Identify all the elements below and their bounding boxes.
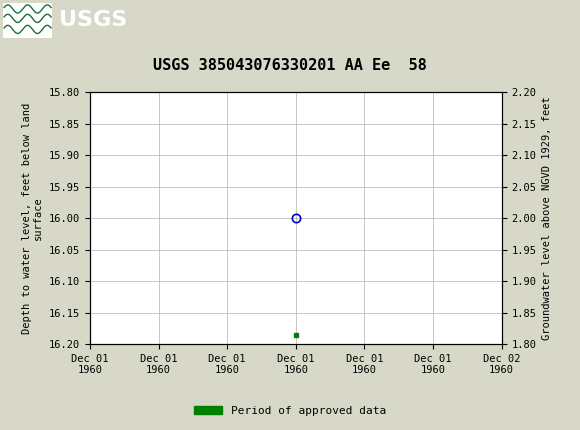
Text: USGS 385043076330201 AA Ee  58: USGS 385043076330201 AA Ee 58 [153,58,427,73]
Text: USGS: USGS [59,10,128,31]
Y-axis label: Groundwater level above NGVD 1929, feet: Groundwater level above NGVD 1929, feet [542,96,552,340]
Legend: Period of approved data: Period of approved data [190,401,390,420]
Bar [3,3,52,37]
Y-axis label: Depth to water level, feet below land
surface: Depth to water level, feet below land su… [22,103,44,334]
